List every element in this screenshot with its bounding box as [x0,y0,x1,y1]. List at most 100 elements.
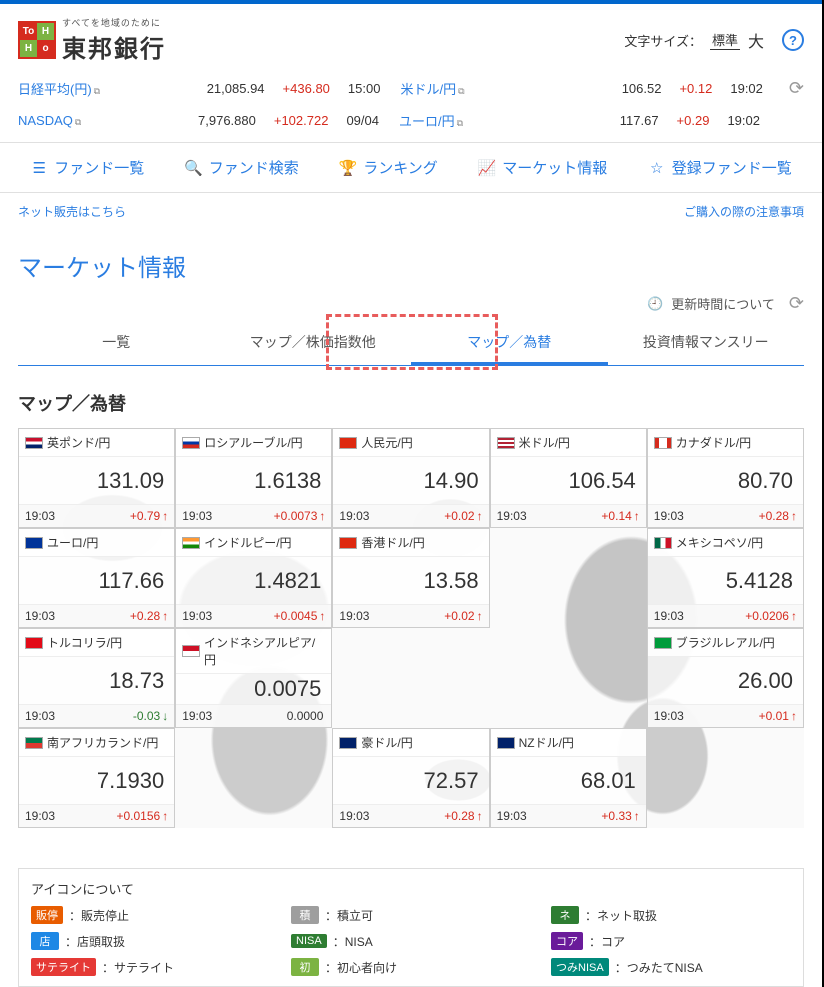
star-icon: ☆ [648,159,666,177]
legend-item: ネ：ネット取扱 [551,906,791,924]
fx-card[interactable]: インドルピー/円1.482119:03+0.0045↑ [175,528,332,628]
ticker-item[interactable]: NASDAQ⧉ 7,976.880+102.72209/04 [18,113,379,128]
font-size-label: 文字サイズ： [624,31,702,50]
fx-card[interactable]: 英ポンド/円131.0919:03+0.79↑ [18,428,175,528]
ticker-time: 19:02 [730,81,763,96]
legend-text: ：ネット取扱 [585,907,657,924]
legend-title: アイコンについて [31,879,791,898]
ticker-time: 15:00 [348,81,381,96]
section-title: マップ／為替 [0,366,822,428]
fx-time: 19:03 [654,609,684,623]
flag-icon [654,637,672,649]
flag-icon [25,437,43,449]
arrow-icon: ↑ [634,509,640,523]
fx-card[interactable]: 南アフリカランド/円7.193019:03+0.0156↑ [18,728,175,828]
fx-card[interactable]: カナダドル/円80.7019:03+0.28↑ [647,428,804,528]
fx-pair-name: 英ポンド/円 [47,434,110,451]
tab-fx[interactable]: マップ／為替 [411,322,608,365]
ticker-name: ユーロ/円 [399,114,455,129]
ticker-name: 米ドル/円 [400,82,456,97]
fx-change: +0.14↑ [601,509,639,523]
nav-fund-list[interactable]: ☰ファンド一覧 [30,157,144,178]
ticker-time: 19:02 [727,113,760,128]
fx-card[interactable]: トルコリラ/円18.7319:03-0.03↓ [18,628,175,728]
fx-card[interactable]: ロシアルーブル/円1.613819:03+0.0073↑ [175,428,332,528]
ticker-change: +436.80 [283,81,330,96]
fx-pair-name: インドネシアルピア/円 [204,634,325,668]
logo-title: 東邦銀行 [62,29,166,64]
tab-index[interactable]: マップ／株価指数他 [215,322,412,365]
tab-overview[interactable]: 一覧 [18,322,215,365]
fx-value: 106.54 [491,457,646,504]
fx-pair-name: ブラジルレアル/円 [676,634,775,651]
fx-change: +0.0156↑ [116,809,168,823]
arrow-icon: ↑ [477,609,483,623]
fx-value: 0.0075 [176,674,331,704]
refresh-icon[interactable]: ⟳ [789,78,804,99]
fx-card[interactable]: 人民元/円14.9019:03+0.02↑ [332,428,489,528]
ticker-item[interactable]: 日経平均(円)⧉ 21,085.94 +436.80 15:00 [18,79,380,98]
arrow-icon: ↑ [791,509,797,523]
tab-monthly[interactable]: 投資情報マンスリー [608,322,805,365]
fx-pair-name: トルコリラ/円 [47,634,122,651]
update-label[interactable]: 更新時間について [671,294,775,313]
flag-icon [339,437,357,449]
logo[interactable]: ToHHo すべてを地域のために 東邦銀行 [18,16,166,64]
ticker-item[interactable]: ユーロ/円⧉ 117.67+0.2919:02 [399,111,760,130]
fx-change: -0.03↓ [133,709,168,723]
flag-icon [182,437,200,449]
fx-card[interactable]: インドネシアルピア/円0.007519:030.0000 [175,628,332,728]
legend-item: 店：店頭取扱 [31,932,271,950]
ticker-value: 117.67 [620,113,659,128]
external-icon: ⧉ [458,86,464,96]
legend-item: 積：積立可 [291,906,531,924]
external-icon: ⧉ [94,86,100,96]
fx-card[interactable]: ブラジルレアル/円26.0019:03+0.01↑ [647,628,804,728]
fx-card[interactable]: NZドル/円68.0119:03+0.33↑ [490,728,647,828]
fx-pair-name: 南アフリカランド/円 [47,734,158,751]
legend-item: NISA：NISA [291,932,531,950]
fx-card[interactable]: 米ドル/円 106.54 19:03 +0.14↑ [490,428,647,528]
fx-pair-name: メキシコペソ/円 [676,534,763,551]
purchase-notes-link[interactable]: ご購入の際の注意事項 [684,203,804,220]
fx-card[interactable]: 豪ドル/円72.5719:03+0.28↑ [332,728,489,828]
nav-ranking[interactable]: 🏆ランキング [339,157,438,178]
fx-value: 26.00 [648,657,803,704]
ticker-name: 日経平均(円) [18,82,92,97]
fx-card[interactable]: 香港ドル/円13.5819:03+0.02↑ [332,528,489,628]
fx-pair-name: 米ドル/円 [519,434,570,451]
ticker-value: 106.52 [622,81,662,96]
nav-market[interactable]: 📈マーケット情報 [478,157,607,178]
fx-change: +0.28↑ [130,609,168,623]
legend-item: サテライト：サテライト [31,958,271,976]
fx-card[interactable]: ユーロ/円117.6619:03+0.28↑ [18,528,175,628]
nav-registered[interactable]: ☆登録ファンド一覧 [648,157,792,178]
fx-time: 19:03 [497,509,527,523]
legend-text: ：販売停止 [69,907,129,924]
arrow-icon: ↑ [162,809,168,823]
fx-value: 5.4128 [648,557,803,604]
arrow-icon: ↑ [634,809,640,823]
refresh-icon[interactable]: ⟳ [789,293,804,314]
external-icon: ⧉ [457,118,463,128]
legend-badge: 店 [31,932,59,950]
help-icon[interactable]: ? [782,29,804,51]
ticker-value: 21,085.94 [207,81,265,96]
ticker-item[interactable]: 米ドル/円⧉ 106.52+0.1219:02 [400,79,762,98]
fx-pair-name: 香港ドル/円 [361,534,424,551]
flag-icon [182,537,200,549]
font-size-standard[interactable]: 標準 [710,30,740,50]
arrow-icon: ↑ [162,509,168,523]
fx-time: 19:03 [25,709,55,723]
net-sales-link[interactable]: ネット販売はこちら [18,203,126,220]
nav-label: ランキング [363,157,438,178]
nav-fund-search[interactable]: 🔍ファンド検索 [185,157,299,178]
fx-card[interactable]: メキシコペソ/円5.412819:03+0.0206↑ [647,528,804,628]
nav-label: ファンド検索 [209,157,299,178]
fx-value: 72.57 [333,757,488,804]
font-size-large[interactable]: 大 [748,28,764,52]
ticker-value: 7,976.880 [198,113,256,128]
empty-cell [647,728,804,828]
legend-text: ：積立可 [325,907,373,924]
fx-pair-name: 人民元/円 [361,434,412,451]
